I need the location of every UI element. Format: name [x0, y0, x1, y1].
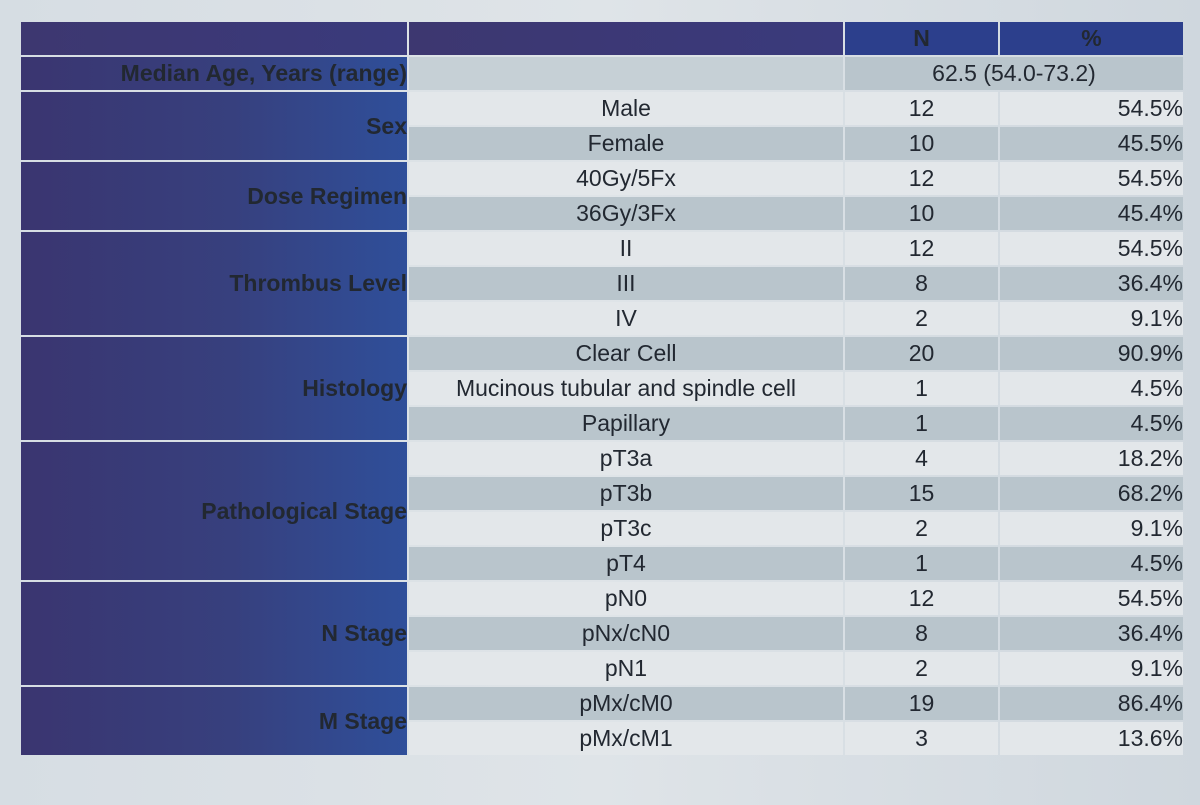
row-percent: 36.4% [1000, 267, 1183, 300]
table-row: N Stage pN0 12 54.5% [21, 582, 1183, 685]
median-age-blank [409, 57, 843, 90]
row-percent: 54.5% [1000, 232, 1183, 265]
header-blank-subcategory [409, 22, 843, 55]
table-row: pNx/cN0 8 36.4% [21, 617, 1183, 650]
header-blank-category [21, 22, 407, 55]
row-label: pN1 [409, 652, 843, 685]
row-n: 12 [845, 232, 998, 265]
table-row: Thrombus Level II 12 54.5% [21, 232, 1183, 335]
row-label: IV [409, 302, 843, 335]
row-label: Male [409, 92, 843, 125]
row-percent: 18.2% [1000, 442, 1183, 475]
table-row: pT3c 2 9.1% [21, 512, 1183, 545]
row-label: pNx/cN0 [409, 617, 843, 650]
row-n: 20 [845, 337, 998, 370]
row-percent: 4.5% [1000, 372, 1183, 405]
row-label: pT4 [409, 547, 843, 580]
category-pathological-stage: Pathological Stage [21, 442, 407, 580]
category-m-stage: M Stage [21, 687, 407, 755]
row-label: Mucinous tubular and spindle cell [409, 372, 843, 405]
table-row: Pathological Stage pT3a 4 18.2% [21, 442, 1183, 580]
row-label: pN0 [409, 582, 843, 615]
row-n: 10 [845, 127, 998, 160]
table-row: Dose Regimen 40Gy/5Fx 12 54.5% [21, 162, 1183, 230]
row-percent: 68.2% [1000, 477, 1183, 510]
row-label: pMx/cM0 [409, 687, 843, 720]
header-percent: % [1000, 22, 1183, 55]
row-n: 15 [845, 477, 998, 510]
table-row: pN1 2 9.1% [21, 652, 1183, 685]
row-label: pT3b [409, 477, 843, 510]
row-label: 36Gy/3Fx [409, 197, 843, 230]
median-age-row: Median Age, Years (range) 62.5 (54.0-73.… [21, 57, 1183, 90]
row-n: 2 [845, 652, 998, 685]
row-percent: 54.5% [1000, 162, 1183, 195]
table-row: pMx/cM1 3 13.6% [21, 722, 1183, 755]
row-n: 12 [845, 92, 998, 125]
table-row: Mucinous tubular and spindle cell 1 4.5% [21, 372, 1183, 405]
header-n: N [845, 22, 998, 55]
median-age-value: 62.5 (54.0-73.2) [845, 57, 1183, 90]
row-label: 40Gy/5Fx [409, 162, 843, 195]
row-label: Clear Cell [409, 337, 843, 370]
row-label: pT3a [409, 442, 843, 475]
table-row: Histology Clear Cell 20 90.9% [21, 337, 1183, 440]
row-n: 8 [845, 617, 998, 650]
table-row: Papillary 1 4.5% [21, 407, 1183, 440]
row-label: III [409, 267, 843, 300]
row-label: Papillary [409, 407, 843, 440]
category-thrombus-level: Thrombus Level [21, 232, 407, 335]
row-percent: 54.5% [1000, 92, 1183, 125]
row-label: II [409, 232, 843, 265]
row-percent: 86.4% [1000, 687, 1183, 720]
row-n: 2 [845, 302, 998, 335]
row-percent: 54.5% [1000, 582, 1183, 615]
row-label: pT3c [409, 512, 843, 545]
row-label: Female [409, 127, 843, 160]
row-n: 10 [845, 197, 998, 230]
row-n: 19 [845, 687, 998, 720]
row-n: 12 [845, 582, 998, 615]
row-n: 1 [845, 407, 998, 440]
row-n: 3 [845, 722, 998, 755]
row-percent: 4.5% [1000, 547, 1183, 580]
row-n: 2 [845, 512, 998, 545]
category-n-stage: N Stage [21, 582, 407, 685]
row-n: 1 [845, 547, 998, 580]
table-header-row: N % [21, 22, 1183, 55]
table-row: Sex Male 12 54.5% [21, 92, 1183, 160]
category-sex: Sex [21, 92, 407, 160]
row-percent: 4.5% [1000, 407, 1183, 440]
demographics-table: N % Median Age, Years (range) 62.5 (54.0… [19, 20, 1185, 757]
row-percent: 36.4% [1000, 617, 1183, 650]
table-row: III 8 36.4% [21, 267, 1183, 300]
row-percent: 9.1% [1000, 652, 1183, 685]
table-row: 36Gy/3Fx 10 45.4% [21, 197, 1183, 230]
category-dose-regimen: Dose Regimen [21, 162, 407, 230]
median-age-label: Median Age, Years (range) [21, 57, 407, 90]
table-row: pT4 1 4.5% [21, 547, 1183, 580]
row-n: 1 [845, 372, 998, 405]
table-row: Female 10 45.5% [21, 127, 1183, 160]
row-percent: 9.1% [1000, 512, 1183, 545]
row-label: pMx/cM1 [409, 722, 843, 755]
table-row: M Stage pMx/cM0 19 86.4% [21, 687, 1183, 755]
row-n: 4 [845, 442, 998, 475]
row-percent: 90.9% [1000, 337, 1183, 370]
table-row: pT3b 15 68.2% [21, 477, 1183, 510]
row-percent: 45.4% [1000, 197, 1183, 230]
table-row: IV 2 9.1% [21, 302, 1183, 335]
row-percent: 9.1% [1000, 302, 1183, 335]
category-histology: Histology [21, 337, 407, 440]
row-n: 8 [845, 267, 998, 300]
row-percent: 45.5% [1000, 127, 1183, 160]
row-n: 12 [845, 162, 998, 195]
row-percent: 13.6% [1000, 722, 1183, 755]
